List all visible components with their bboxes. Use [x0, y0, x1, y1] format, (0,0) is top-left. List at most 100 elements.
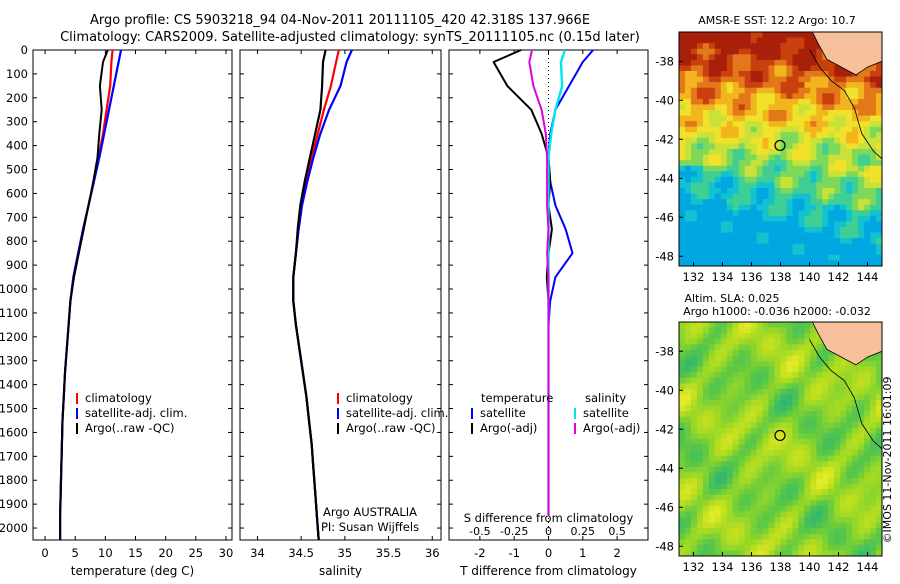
- lon-tick-label: 134: [712, 560, 734, 574]
- lon-tick-label: 136: [741, 270, 763, 284]
- top-axis-tick-label: 0.25: [571, 525, 596, 538]
- lon-tick-label: 132: [683, 270, 705, 284]
- x-tick-label: 34.5: [288, 546, 314, 560]
- temperature-panel: 0100200300400500600700800900100011001200…: [0, 43, 233, 578]
- x-tick-label: -1: [508, 546, 519, 560]
- lat-tick-label: -46: [655, 210, 674, 224]
- sst-map: 132 134 136 138 140 142 144 -38 -40 -42 -44 -46 -48: [655, 31, 883, 284]
- legend-label: Argo(-adj): [583, 421, 640, 435]
- lon-tick-label: 140: [799, 560, 821, 574]
- lat-tick-label: -38: [655, 54, 674, 68]
- imos-credit: ©IMOS 11-Nov-2011 16:01:09: [881, 377, 894, 544]
- x-tick-label: 34: [250, 546, 265, 560]
- x-tick-label: 0: [545, 546, 552, 560]
- bathymetry-contour: [809, 49, 882, 160]
- x-tick-label: 25: [188, 546, 203, 560]
- depth-tick-label: 1300: [0, 354, 28, 368]
- lat-tick-label: -42: [655, 422, 674, 436]
- lon-tick-label: 136: [741, 560, 763, 574]
- lat-tick-label: -48: [655, 539, 674, 553]
- depth-tick-label: 800: [6, 234, 28, 248]
- legend-label: Argo(..raw -QC): [346, 421, 436, 435]
- lon-tick-label: 144: [857, 270, 879, 284]
- x-tick-label: 5: [72, 546, 79, 560]
- lat-tick-label: -44: [655, 461, 674, 475]
- depth-tick-label: 1900: [0, 497, 28, 511]
- title-line-2: Climatology: CARS2009. Satellite-adjuste…: [60, 30, 640, 45]
- lon-tick-label: 138: [770, 560, 792, 574]
- lon-tick-label: 140: [799, 270, 821, 284]
- depth-tick-label: 1600: [0, 425, 28, 439]
- lon-tick-label: 142: [828, 270, 850, 284]
- lat-tick-label: -44: [655, 171, 674, 185]
- series-line-argo-raw-qc-: [59, 49, 109, 540]
- top-axis-tick-label: -0.5: [469, 525, 490, 538]
- depth-tick-label: 300: [6, 115, 28, 129]
- depth-tick-label: 1000: [0, 282, 28, 296]
- legend-label: satellite: [480, 406, 526, 420]
- lon-tick-label: 138: [770, 270, 792, 284]
- lat-tick-label: -46: [655, 500, 674, 514]
- depth-tick-label: 2000: [0, 521, 28, 535]
- depth-tick-label: 1400: [0, 378, 28, 392]
- legend-label: climatology: [85, 391, 152, 405]
- x-tick-label: 36: [425, 546, 440, 560]
- top-axis-tick-label: 0.5: [608, 525, 626, 538]
- series-line-argo-adj-: [528, 49, 550, 517]
- legend-title-temperature: temperature: [481, 391, 553, 405]
- sla-map-title-2: Argo h1000: -0.036 h2000: -0.032: [683, 305, 871, 318]
- legend-label: satellite-adj. clim.: [85, 406, 187, 420]
- difference-panel: -2 -1 0 1 2 -0.5 -0.25 0 0.25 0.5S difference fro…: [448, 49, 649, 578]
- x-tick-label: 35.5: [376, 546, 402, 560]
- lon-tick-label: 142: [828, 560, 850, 574]
- sst-field: [679, 32, 882, 266]
- x-tick-label: 30: [219, 546, 234, 560]
- legend-label: Argo(-adj): [480, 421, 537, 435]
- depth-tick-label: 400: [6, 139, 28, 153]
- x-tick-label: 10: [98, 546, 113, 560]
- land-mass: [811, 32, 882, 76]
- depth-tick-label: 900: [6, 258, 28, 272]
- sst-map-title: AMSR-E SST: 12.2 Argo: 10.7: [698, 14, 856, 27]
- depth-tick-label: 600: [6, 186, 28, 200]
- bathymetry-contour: [809, 339, 882, 450]
- float-position-marker: [774, 139, 786, 152]
- depth-tick-label: 1500: [0, 402, 28, 416]
- depth-tick-label: 1200: [0, 330, 28, 344]
- depth-tick-label: 200: [6, 91, 28, 105]
- sla-field: [679, 322, 882, 556]
- lat-tick-label: -40: [655, 93, 674, 107]
- salinity-panel-frame: [239, 49, 442, 541]
- depth-tick-label: 1100: [0, 306, 28, 320]
- series-line-argo-raw-qc-: [292, 49, 327, 541]
- top-axis-tick-label: -0.25: [500, 525, 528, 538]
- sla-map: 132 134 136 138 140 142 144 -38 -40 -42 -44 -46 -48: [655, 321, 883, 574]
- x-axis-label: salinity: [319, 564, 362, 578]
- lon-tick-label: 144: [857, 560, 879, 574]
- lat-tick-label: -48: [655, 249, 674, 263]
- top-axis-label: S difference from climatology: [464, 511, 634, 525]
- credit-argo-australia: Argo AUSTRALIA: [323, 505, 417, 519]
- sla-map-title-1: Altim. SLA: 0.025: [684, 292, 779, 305]
- depth-tick-label: 500: [6, 163, 28, 177]
- x-axis-label: temperature (deg C): [71, 564, 194, 578]
- lon-tick-label: 132: [683, 560, 705, 574]
- lon-tick-label: 134: [712, 270, 734, 284]
- x-tick-label: 0: [41, 546, 48, 560]
- top-axis-tick-label: 0: [545, 525, 552, 538]
- temperature-panel-frame: [32, 49, 233, 541]
- legend-title-salinity: salinity: [585, 391, 626, 405]
- depth-tick-label: 700: [6, 210, 28, 224]
- title-line-1: Argo profile: CS 5903218_94 04-Nov-2011 …: [90, 13, 590, 28]
- float-position-marker: [774, 429, 786, 442]
- x-tick-label: 15: [128, 546, 143, 560]
- legend-label: climatology: [346, 391, 413, 405]
- lat-tick-label: -42: [655, 132, 674, 146]
- salinity-panel: 34 34.5 35 35.5 36 salinity climatologysatelli…: [239, 49, 448, 578]
- depth-tick-label: 1800: [0, 473, 28, 487]
- x-tick-label: 1: [579, 546, 586, 560]
- x-tick-label: 20: [158, 546, 173, 560]
- legend-label: satellite-adj. clim.: [346, 406, 448, 420]
